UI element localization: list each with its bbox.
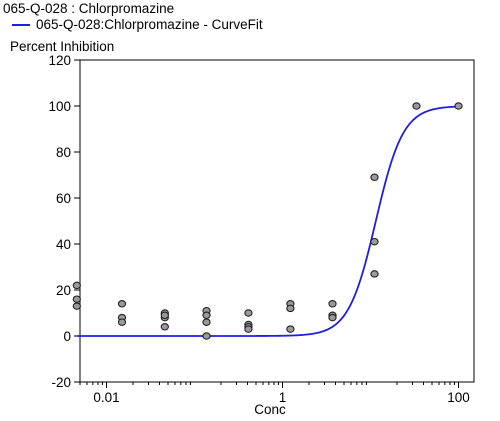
data-point [202,318,211,326]
x-axis-label: Conc [254,402,286,417]
data-point [72,302,81,310]
y-tick-label: 120 [48,53,71,68]
axes-group: -20 0 20 40 60 80 100 120 0.01 1 100 [48,53,469,405]
data-point [370,270,379,278]
compound-title: 065-Q-028 : Chlorpromazine [3,1,175,16]
x-tick-label: 1 [279,390,287,405]
legend-line-swatch [12,23,30,26]
data-point [328,313,337,322]
y-tick-label: 20 [56,283,71,298]
data-point [202,332,211,340]
data-point [202,311,211,320]
data-point [160,323,169,331]
data-point [370,173,379,182]
data-point [244,309,253,317]
data-point [160,311,169,320]
data-point [286,325,295,333]
y-tick-label: 40 [56,237,71,252]
legend-entry-curvefit: 065-Q-028:Chlorpromazine - CurveFit [12,17,263,32]
y-tick-label: 80 [56,145,71,160]
x-tick-label: 0.01 [93,390,119,405]
fit-curve [76,105,459,337]
y-tick-label: 100 [48,99,71,114]
data-point [412,102,421,110]
data-point [117,318,127,326]
y-tick-label: -20 [51,375,71,390]
legend-label-curvefit: 065-Q-028:Chlorpromazine - CurveFit [36,17,263,32]
data-point [117,300,127,308]
plot-area-frame [79,59,475,383]
data-point [370,237,379,246]
data-point [328,300,337,308]
data-point [72,295,81,303]
data-point [72,281,81,290]
data-point [286,304,295,313]
y-tick-label: 60 [56,191,71,206]
data-points-group [72,102,463,340]
y-tick-label: 0 [63,329,71,344]
data-point [454,102,463,110]
data-point [244,325,253,333]
x-tick-label: 100 [447,390,470,405]
y-axis-label: Percent Inhibition [10,39,114,54]
